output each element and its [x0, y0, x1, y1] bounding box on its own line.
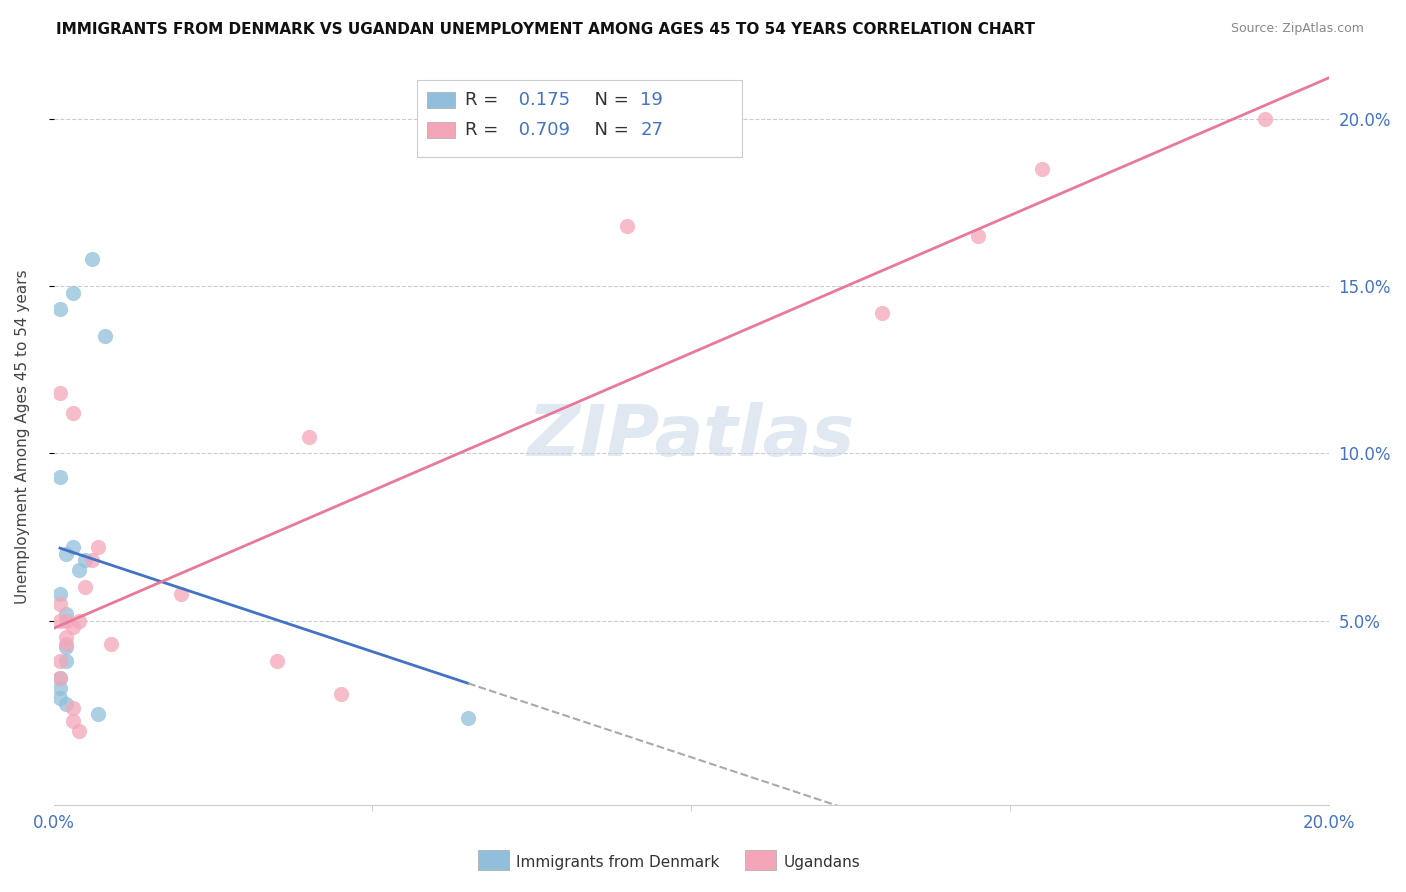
- Text: N =: N =: [583, 91, 634, 109]
- Text: 27: 27: [640, 120, 664, 138]
- Point: [55, 631, 77, 645]
- Point: [49, 690, 72, 705]
- Point: [49, 587, 72, 601]
- Text: Source: ZipAtlas.com: Source: ZipAtlas.com: [1230, 22, 1364, 36]
- Point: [967, 228, 990, 243]
- FancyBboxPatch shape: [427, 92, 456, 108]
- Point: [55, 547, 77, 561]
- Point: [87, 540, 110, 554]
- Point: [329, 687, 352, 701]
- Point: [49, 386, 72, 401]
- Point: [67, 724, 90, 739]
- Point: [62, 540, 84, 554]
- FancyBboxPatch shape: [418, 79, 742, 157]
- Legend: R =  0.175   N = 19, R =  0.709   N = 27: R = 0.175 N = 19, R = 0.709 N = 27: [419, 62, 672, 131]
- Point: [49, 671, 72, 685]
- Point: [1254, 112, 1277, 126]
- Point: [49, 681, 72, 695]
- Point: [93, 329, 115, 343]
- Point: [298, 429, 321, 443]
- Point: [872, 306, 894, 320]
- Text: Ugandans: Ugandans: [783, 855, 860, 870]
- Point: [62, 700, 84, 714]
- Point: [55, 607, 77, 621]
- Point: [80, 252, 103, 267]
- Point: [100, 637, 122, 651]
- Text: IMMIGRANTS FROM DENMARK VS UGANDAN UNEMPLOYMENT AMONG AGES 45 TO 54 YEARS CORREL: IMMIGRANTS FROM DENMARK VS UGANDAN UNEMP…: [56, 22, 1035, 37]
- Point: [266, 654, 288, 668]
- Point: [49, 614, 72, 628]
- Point: [62, 285, 84, 300]
- Text: R =: R =: [465, 91, 505, 109]
- Point: [62, 406, 84, 420]
- Point: [457, 711, 479, 725]
- Text: 19: 19: [640, 91, 664, 109]
- Point: [62, 620, 84, 634]
- Text: R =: R =: [465, 120, 505, 138]
- Point: [67, 564, 90, 578]
- Point: [49, 469, 72, 483]
- Text: N =: N =: [583, 120, 634, 138]
- Point: [55, 640, 77, 655]
- Point: [55, 614, 77, 628]
- Point: [170, 587, 193, 601]
- Point: [49, 654, 72, 668]
- Point: [87, 707, 110, 722]
- Point: [80, 553, 103, 567]
- Text: ZIPatlas: ZIPatlas: [527, 402, 855, 471]
- Point: [55, 698, 77, 712]
- Text: 0.175: 0.175: [513, 91, 569, 109]
- Point: [55, 637, 77, 651]
- Point: [49, 302, 72, 317]
- Point: [75, 553, 97, 567]
- Point: [75, 580, 97, 594]
- Point: [1031, 161, 1053, 176]
- Point: [67, 614, 90, 628]
- Point: [55, 654, 77, 668]
- Text: 0.709: 0.709: [513, 120, 569, 138]
- FancyBboxPatch shape: [427, 121, 456, 137]
- Y-axis label: Unemployment Among Ages 45 to 54 years: Unemployment Among Ages 45 to 54 years: [15, 269, 30, 604]
- Point: [616, 219, 638, 233]
- Point: [49, 597, 72, 611]
- Text: Immigrants from Denmark: Immigrants from Denmark: [516, 855, 720, 870]
- Point: [49, 671, 72, 685]
- Point: [62, 714, 84, 728]
